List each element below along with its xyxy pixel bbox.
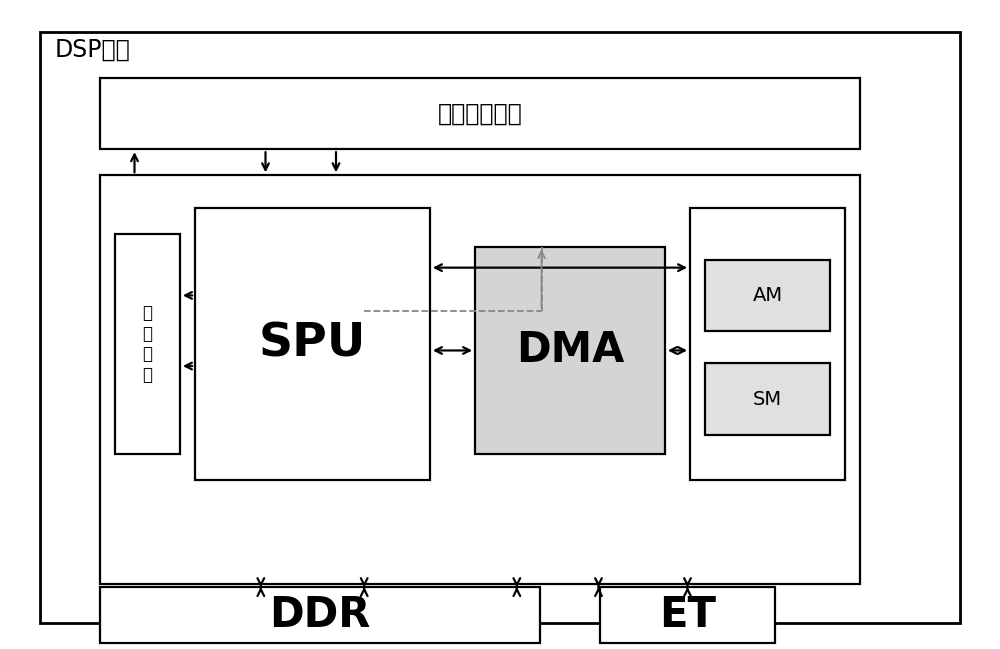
Bar (115, 234, 180, 454)
Text: DDR: DDR (269, 594, 371, 636)
Bar (705, 260, 830, 331)
Bar (600, 587, 775, 643)
Bar (100, 175, 860, 584)
Text: SM: SM (753, 389, 782, 409)
Text: DSP单核: DSP单核 (55, 38, 131, 62)
Bar (195, 208, 430, 480)
Text: ET: ET (659, 594, 716, 636)
Text: DMA: DMA (516, 330, 624, 371)
Bar (100, 78, 860, 149)
Text: 指令派发单元: 指令派发单元 (438, 102, 522, 125)
Bar (690, 208, 845, 480)
Text: AM: AM (752, 286, 783, 305)
Bar (475, 247, 665, 454)
Text: SPU: SPU (259, 321, 366, 367)
Text: 取
址
单
元: 取 址 单 元 (143, 304, 153, 384)
Bar (705, 363, 830, 435)
Bar (100, 587, 540, 643)
